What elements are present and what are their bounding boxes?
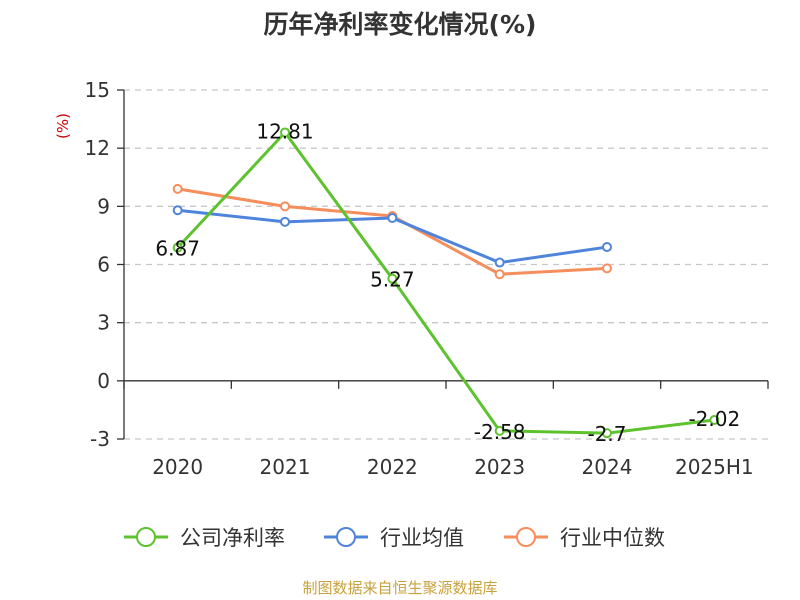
data-point — [387, 212, 398, 223]
data-point — [494, 269, 505, 280]
legend-label: 行业均值 — [380, 526, 464, 550]
legend-item: 公司净利率 — [124, 526, 285, 550]
data-labels: 6.87 12.81 5.27 -2.58 -2.7 -2.02 — [155, 119, 740, 446]
y-tick-label: 15 — [85, 78, 110, 102]
legend-marker — [336, 527, 356, 547]
data-label: 6.87 — [155, 237, 200, 261]
data-point — [172, 205, 183, 216]
data-point — [602, 242, 612, 253]
legend-marker — [516, 527, 536, 547]
data-point — [602, 263, 612, 274]
axes — [117, 89, 769, 440]
x-tick-label: 2020 — [152, 455, 203, 479]
y-tick-label: 6 — [97, 253, 110, 277]
data-point — [709, 414, 720, 425]
legend-label: 行业中位数 — [560, 526, 665, 550]
series-1 — [172, 205, 612, 268]
grid-lines — [124, 89, 768, 440]
y-tick-label: 0 — [97, 369, 110, 393]
x-tick-label: 2024 — [582, 455, 633, 479]
data-point — [172, 183, 183, 194]
chart-title: 历年净利率变化情况(%) — [264, 10, 537, 39]
data-label: -2.7 — [587, 422, 626, 446]
x-tick-label: 2021 — [260, 455, 311, 479]
y-tick-label: 3 — [97, 311, 110, 335]
x-tick-label: 2025H1 — [675, 455, 754, 479]
legend-item: 行业均值 — [324, 526, 464, 550]
data-point — [602, 428, 612, 439]
series-0 — [172, 127, 720, 439]
data-point — [280, 216, 290, 227]
series-lines — [172, 127, 720, 439]
legend: 公司净利率 行业均值 行业中位数 — [124, 526, 665, 550]
y-tick-label: -3 — [90, 427, 110, 451]
data-point — [494, 257, 505, 268]
source-note: 制图数据来自恒生聚源数据库 — [302, 579, 497, 597]
y-tick-labels: -3 0 3 6 9 12 15 — [85, 78, 110, 451]
x-tick-labels: 2020 2021 2022 2023 2024 2025H1 — [152, 455, 753, 479]
data-point — [494, 425, 505, 436]
legend-label: 公司净利率 — [180, 526, 285, 550]
data-point — [280, 127, 290, 138]
data-label: -2.02 — [688, 407, 740, 431]
x-tick-label: 2023 — [474, 455, 525, 479]
series-line — [177, 187, 608, 276]
series-line — [176, 130, 715, 435]
legend-marker — [136, 527, 156, 547]
y-tick-label: 9 — [97, 194, 110, 218]
legend-item: 行业中位数 — [504, 526, 665, 550]
data-label: 12.81 — [256, 119, 313, 143]
data-label: 5.27 — [370, 268, 415, 292]
data-point — [387, 273, 398, 284]
y-tick-label: 12 — [85, 136, 110, 160]
data-point — [280, 201, 290, 212]
x-tick-label: 2022 — [367, 455, 418, 479]
data-point — [172, 242, 183, 253]
data-label: -2.58 — [474, 420, 526, 444]
y-axis-unit: (%) — [54, 113, 72, 139]
